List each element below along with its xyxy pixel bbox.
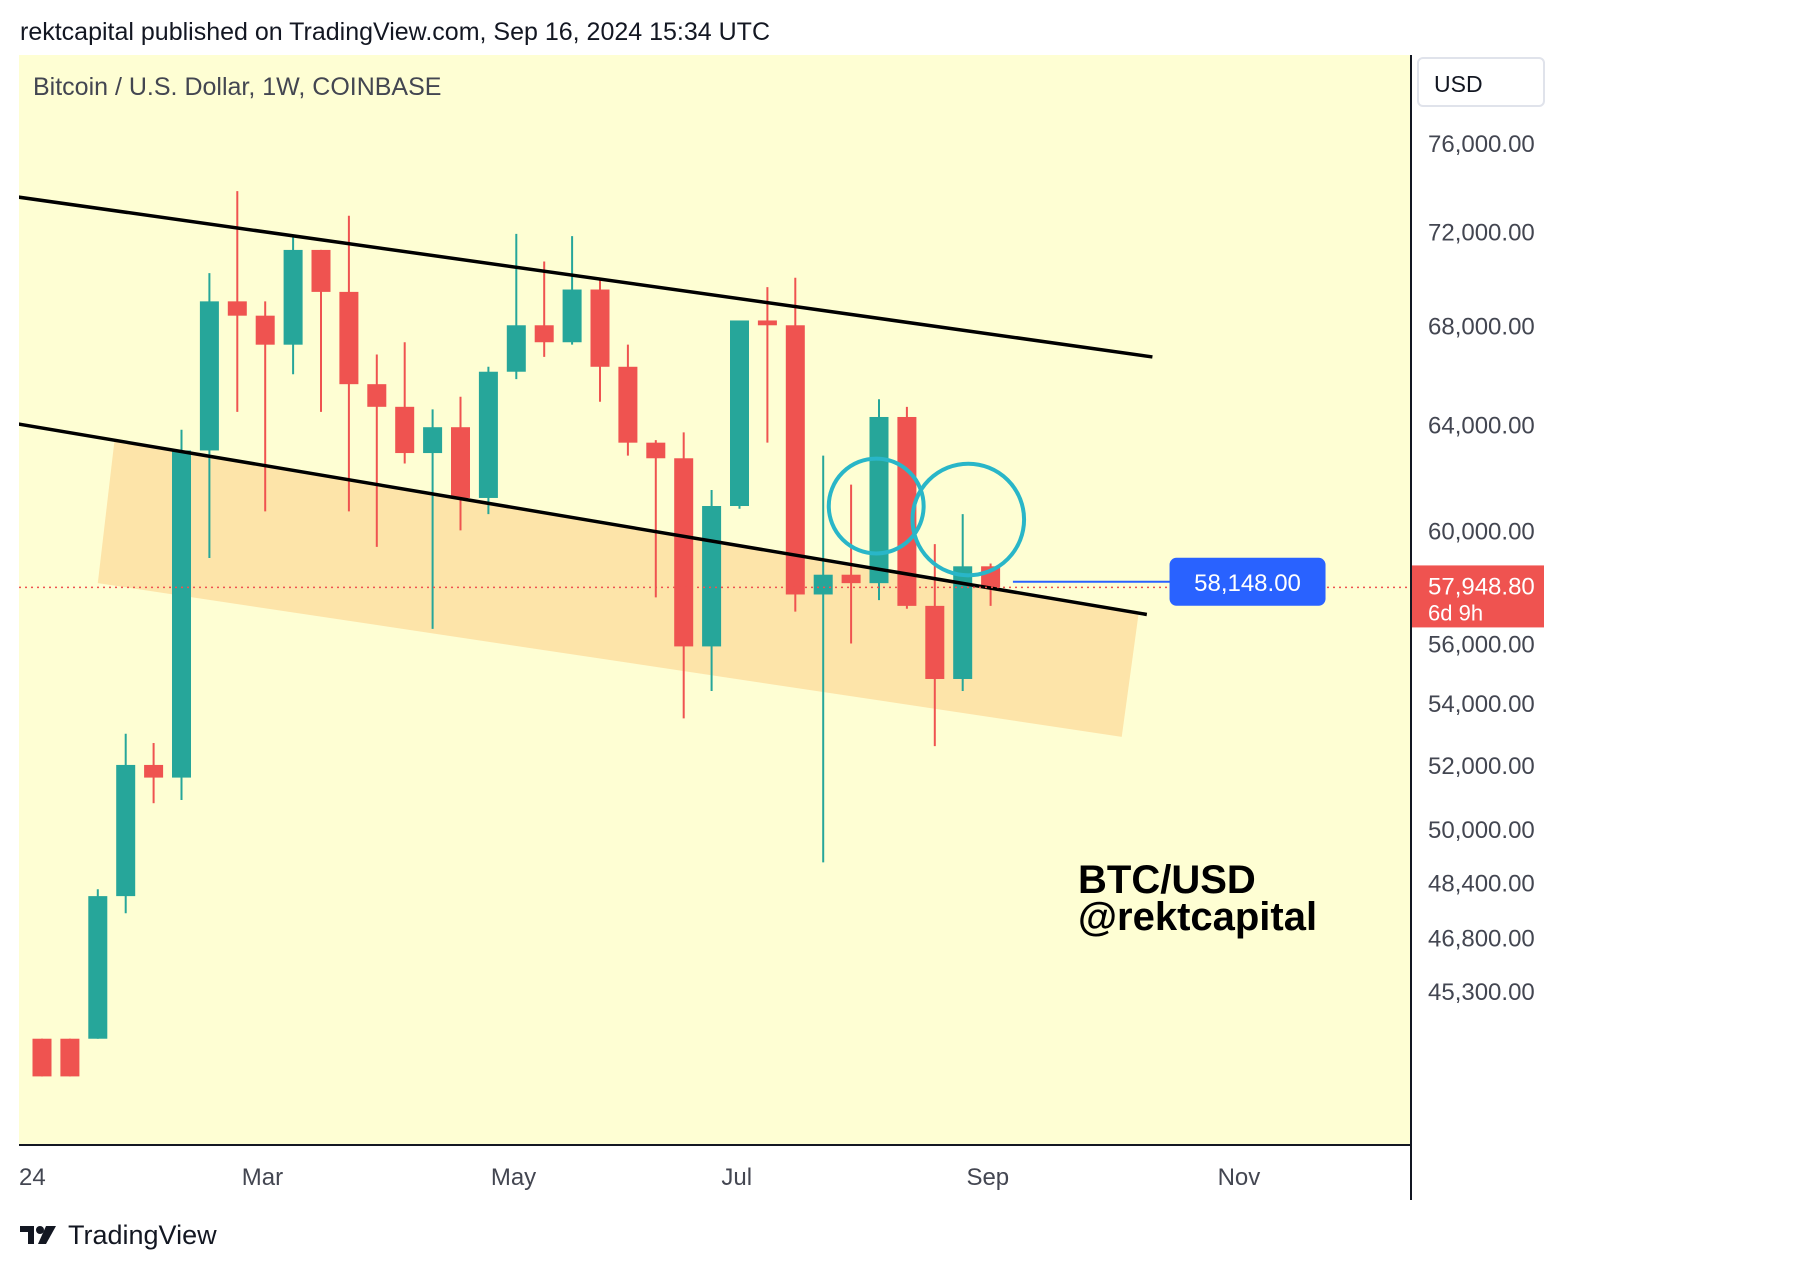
- last-price-value: 57,948.80: [1428, 573, 1535, 600]
- ray-price-label: 58,148.00: [1194, 570, 1301, 597]
- currency-button-label[interactable]: USD: [1434, 71, 1483, 97]
- tradingview-brand-text: TradingView: [68, 1219, 217, 1250]
- tradingview-logo[interactable]: TradingView: [20, 1218, 217, 1252]
- price-axis-label: 54,000.00: [1428, 691, 1535, 718]
- price-axis-background: [1411, 55, 1775, 1200]
- candle-body[interactable]: [367, 384, 387, 407]
- price-axis-label: 72,000.00: [1428, 220, 1535, 247]
- chart-title: Bitcoin / U.S. Dollar, 1W, COINBASE: [33, 73, 441, 101]
- annotation-author: @rektcapital: [1078, 895, 1317, 939]
- trendline-lower-channel[interactable]: [19, 420, 1148, 617]
- price-axis-label: 60,000.00: [1428, 518, 1535, 545]
- candle-body[interactable]: [172, 450, 191, 778]
- candle-body[interactable]: [395, 406, 415, 454]
- candle-body[interactable]: [757, 320, 777, 326]
- candle-body[interactable]: [311, 249, 331, 292]
- candlestick-chart[interactable]: 58,148.00 Bitcoin / U.S. Dollar, 1W, COI…: [19, 55, 1775, 1200]
- time-axis-label: Sep: [966, 1164, 1009, 1191]
- candle-body[interactable]: [841, 574, 861, 584]
- candle-body[interactable]: [562, 289, 582, 343]
- price-axis-label: 46,800.00: [1428, 926, 1535, 953]
- price-axis-label: 52,000.00: [1428, 753, 1535, 780]
- price-axis-label: 64,000.00: [1428, 413, 1535, 440]
- candle-body[interactable]: [702, 506, 722, 647]
- candle-body[interactable]: [451, 427, 470, 498]
- candle-body[interactable]: [32, 1038, 52, 1077]
- candle-body[interactable]: [199, 301, 219, 451]
- ray-price-label-box[interactable]: [1169, 557, 1326, 606]
- candle-body[interactable]: [144, 764, 164, 778]
- candle-body[interactable]: [116, 764, 136, 897]
- price-axis-label: 68,000.00: [1428, 313, 1535, 340]
- price-axis-label: 76,000.00: [1428, 131, 1535, 158]
- candle-body[interactable]: [813, 574, 833, 595]
- candle-body[interactable]: [423, 427, 443, 454]
- price-axis-label: 48,400.00: [1428, 871, 1535, 898]
- chart-frame[interactable]: 58,148.00 Bitcoin / U.S. Dollar, 1W, COI…: [19, 55, 1775, 1200]
- candle-body[interactable]: [60, 1038, 80, 1077]
- price-axis-label: 45,300.00: [1428, 979, 1535, 1006]
- candle-body[interactable]: [618, 366, 638, 443]
- published-line: rektcapital published on TradingView.com…: [20, 18, 770, 46]
- candle-body[interactable]: [590, 289, 610, 367]
- candle-body[interactable]: [88, 896, 108, 1039]
- candle-body[interactable]: [785, 325, 805, 595]
- time-axis-label: 24: [19, 1164, 46, 1191]
- candle-body[interactable]: [869, 416, 889, 584]
- candle-body[interactable]: [283, 249, 303, 345]
- candle-body[interactable]: [227, 301, 247, 316]
- highlight-circle[interactable]: [826, 456, 926, 556]
- candle-body[interactable]: [506, 325, 526, 372]
- last-price-countdown: 6d 9h: [1428, 600, 1483, 625]
- time-axis-label: May: [491, 1164, 536, 1191]
- last-price-tag: [1412, 565, 1544, 628]
- price-axis-label: 56,000.00: [1428, 631, 1535, 658]
- annotation-pair: BTC/USD: [1078, 858, 1256, 902]
- time-axis-label: Jul: [721, 1164, 752, 1191]
- candle-body[interactable]: [646, 442, 666, 459]
- support-zone: [97, 440, 1139, 737]
- candle-body[interactable]: [339, 291, 359, 385]
- candle-body[interactable]: [255, 315, 275, 345]
- time-axis-label: Mar: [242, 1164, 283, 1191]
- candle-body[interactable]: [925, 605, 945, 679]
- time-axis-label: Nov: [1218, 1164, 1261, 1191]
- time-axis-background: [19, 1145, 1411, 1200]
- candle-body[interactable]: [478, 371, 498, 498]
- price-axis-label: 50,000.00: [1428, 817, 1535, 844]
- candle-body[interactable]: [534, 325, 554, 343]
- candle-body[interactable]: [953, 566, 973, 679]
- candle-body[interactable]: [674, 458, 694, 647]
- highlight-circle[interactable]: [910, 461, 1027, 578]
- currency-button[interactable]: [1417, 57, 1545, 107]
- trendline-upper-channel[interactable]: [19, 193, 1153, 359]
- tradingview-logo-icon: [20, 1222, 60, 1248]
- candle-body[interactable]: [730, 320, 749, 507]
